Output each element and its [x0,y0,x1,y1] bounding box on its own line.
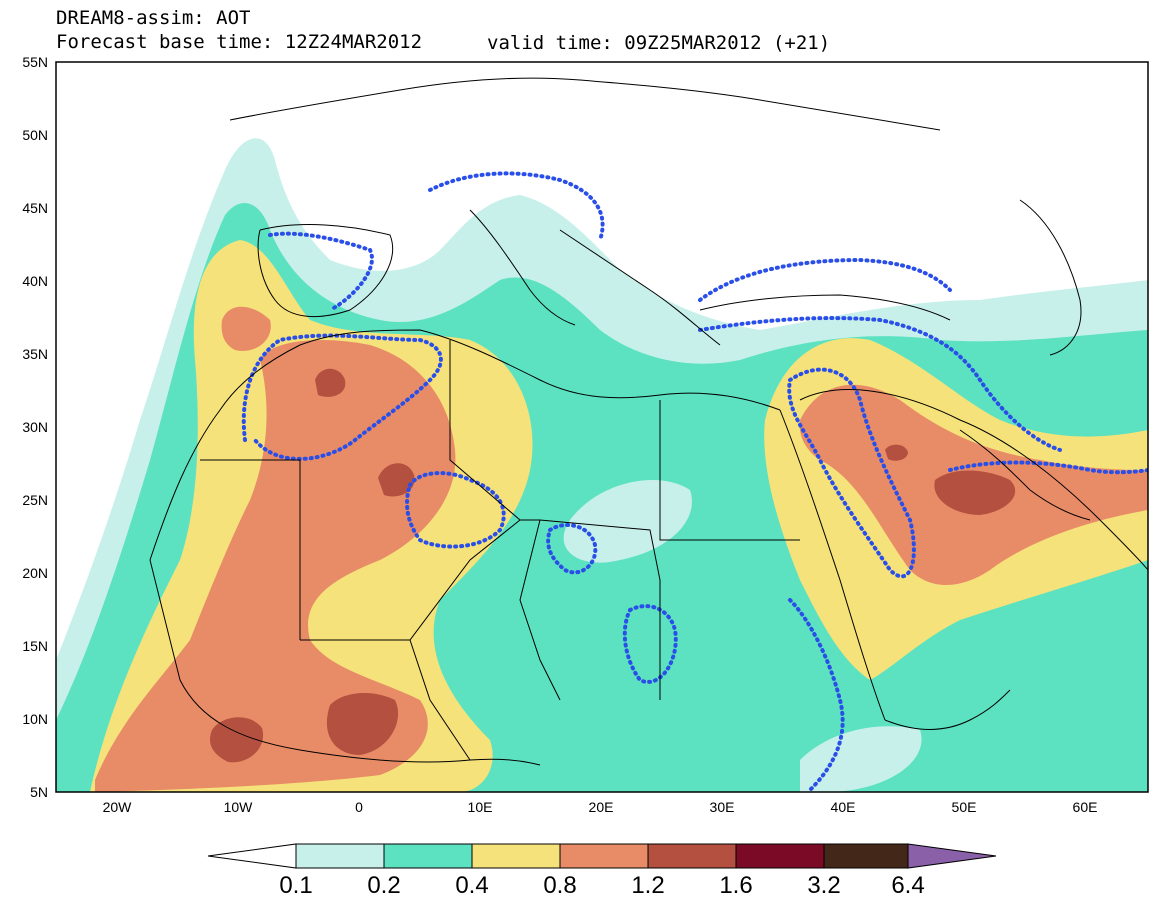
colorbar-label: 0.4 [455,872,488,899]
lat-label: 20N [22,565,48,581]
contour-horn [788,598,845,792]
coast-gulf [959,429,1091,521]
contour-gulf [948,460,1148,475]
border-4 [659,400,800,541]
valid-time: valid time: 09Z25MAR2012 (+21) [487,32,831,54]
lon-label: 50E [952,799,977,815]
aot-band-1.2-c [326,693,399,755]
border-2 [300,519,540,641]
coast-balkans [559,229,721,346]
lon-label: 10W [224,799,254,815]
lat-label: 55N [22,54,48,70]
lon-label: 40E [831,799,856,815]
border-6 [409,639,471,761]
colorbar-label: 1.2 [631,872,664,899]
lat-label: 25N [22,492,48,508]
lat-label: 5N [30,784,48,800]
dust-contours [241,171,1148,792]
coast-red-sea [779,409,886,721]
plot-frame [55,61,1149,793]
lat-label: 30N [22,419,48,435]
aot-band-1.2-f [885,444,908,461]
colorbar-box [823,843,909,869]
coast-iberia [257,224,394,318]
coast-italy [469,209,576,326]
lat-label: 50N [22,127,48,143]
contour-north-africa [241,333,443,461]
colorbar-box [383,843,473,869]
contour-central [546,523,598,575]
colorbar-box [647,843,737,869]
border-5 [449,340,521,521]
lat-label: 15N [22,638,48,654]
colorbar-box [559,843,649,869]
lat-label: 10N [22,711,48,727]
colorbar: 0.1 0.2 0.4 0.8 1.2 1.6 3.2 6.4 [207,843,997,899]
colorbar-label: 3.2 [807,872,840,899]
coast-europe [229,77,941,131]
forecast-base-time: Forecast base time: 12Z24MAR2012 [56,31,423,53]
colorbar-label: 0.8 [543,872,576,899]
coast-arabia [799,389,1148,571]
lon-label: 0 [355,799,363,815]
border-1 [200,459,301,640]
lat-label: 45N [22,200,48,216]
coast-turkey [699,294,951,321]
lon-axis: 20W 10W 0 10E 20E 30E 40E 50E 60E [103,799,1098,815]
lon-label: 60E [1073,799,1098,815]
lon-label: 20E [589,799,614,815]
aot-band-1.2-e [934,470,1016,515]
colorbar-box [735,843,825,869]
aot-field [56,138,1148,792]
colorbar-label: 6.4 [891,872,924,899]
contour-sudan [622,604,678,684]
colorbar-box [471,843,561,869]
aot-band-1.2-a [315,368,346,397]
coast-horn [884,689,1011,730]
aot-band-0.8 [95,340,456,792]
lon-label: 30E [710,799,735,815]
contour-turkey [698,257,952,302]
aot-band-low-south [800,726,922,792]
lon-label: 10E [468,799,493,815]
colorbar-label: 1.6 [719,872,752,899]
colorbar-right-arrow [907,843,997,869]
contour-mediterranean [698,316,1062,452]
border-3 [539,519,661,700]
colorbar-label: 0.1 [279,872,312,899]
map-title: DREAM8-assim: AOT [56,7,251,29]
contour-sahel [405,471,506,549]
contour-arabia [787,367,916,579]
lat-axis: 55N 50N 45N 40N 35N 30N 25N 20N 15N 10N … [22,54,48,800]
aot-band-0.8-northwest [221,306,271,351]
lat-label: 40N [22,273,48,289]
contour-iberia [268,231,374,312]
coast-caspian [1019,199,1082,356]
border-7 [519,519,561,701]
aot-band-1.2-d [209,717,264,763]
coastlines [149,77,1148,766]
colorbar-label: 0.2 [367,872,400,899]
coast-north-africa [149,329,781,561]
lon-label: 20W [103,799,133,815]
coast-west-africa [149,559,541,766]
colorbar-box [295,843,385,869]
aot-band-1.2-b [378,463,415,497]
colorbar-left-arrow [207,843,297,869]
lat-label: 35N [22,346,48,362]
contour-balkans [428,171,605,242]
